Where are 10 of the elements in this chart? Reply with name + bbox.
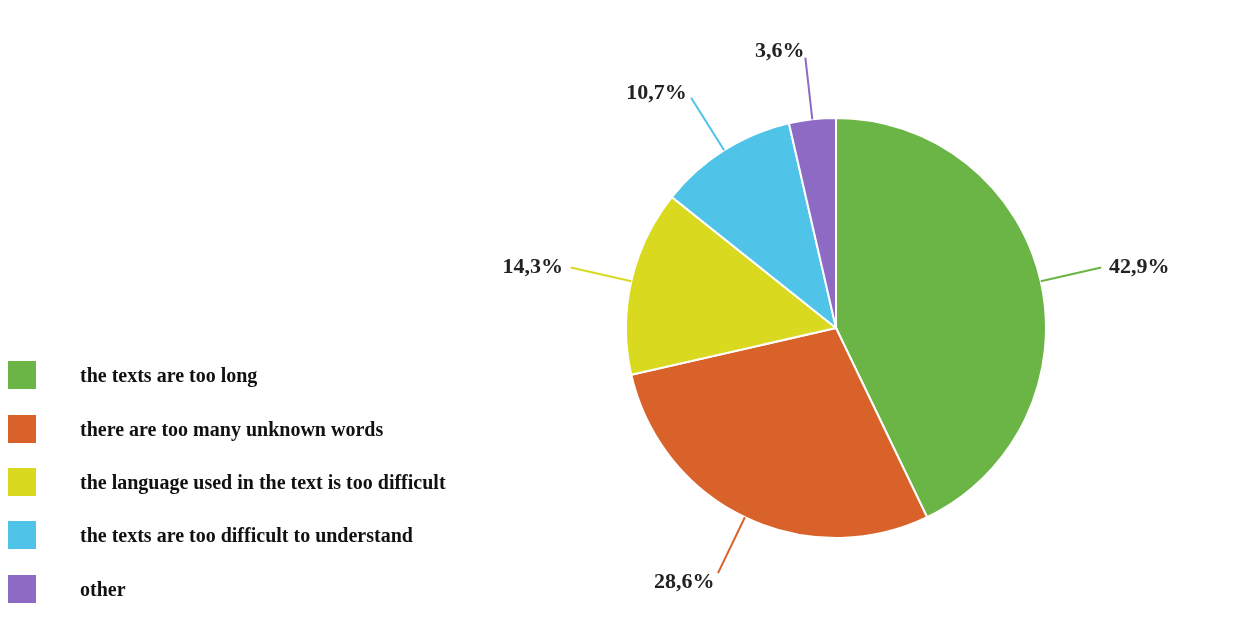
data-label: 14,3% bbox=[502, 253, 564, 279]
data-label: 10,7% bbox=[626, 78, 687, 104]
data-label: 28,6% bbox=[654, 567, 715, 593]
legend-label: the texts are too long bbox=[80, 364, 258, 387]
data-label: 3,6% bbox=[754, 37, 805, 63]
legend-label: the language used in the text is too difficult bbox=[80, 470, 446, 493]
legend-label: there are too many unknown words bbox=[80, 417, 384, 440]
data-label: 42,9% bbox=[1108, 253, 1170, 279]
legend-label: other bbox=[80, 577, 126, 600]
legend-label: the texts are too difficult to understand bbox=[80, 524, 413, 547]
